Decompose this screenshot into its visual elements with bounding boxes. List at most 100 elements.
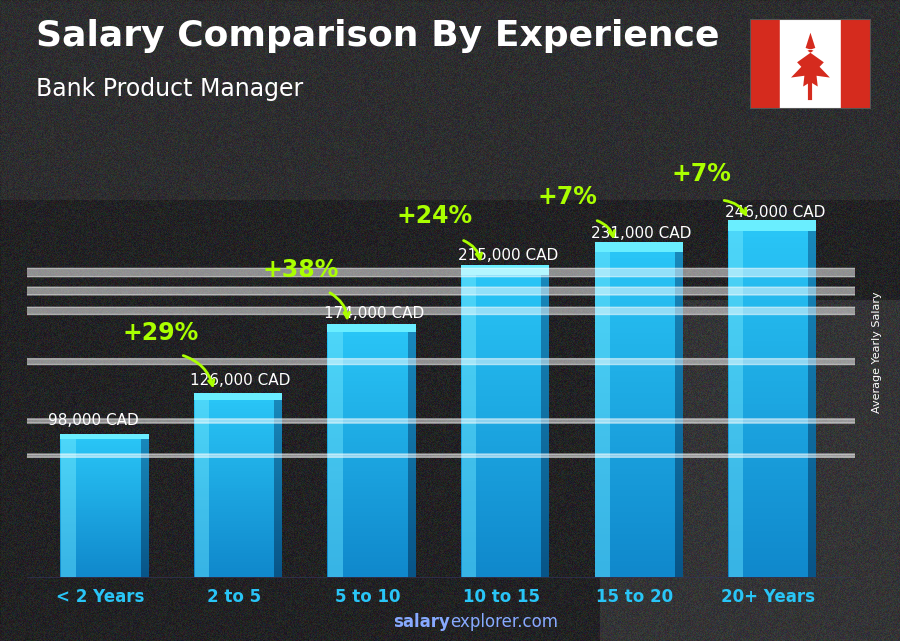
Bar [408, 332, 416, 337]
Circle shape [0, 269, 900, 277]
Bar [194, 488, 274, 491]
Bar [808, 335, 816, 340]
Bar [675, 371, 683, 377]
Bar [462, 426, 476, 431]
Bar [462, 365, 476, 370]
Bar [328, 365, 343, 369]
Bar [461, 320, 541, 325]
Bar [328, 349, 343, 353]
Bar [728, 537, 808, 542]
Bar [729, 294, 743, 300]
Bar [675, 539, 683, 544]
Bar [61, 533, 76, 536]
Bar [328, 528, 343, 532]
PathPatch shape [791, 33, 830, 87]
Bar [140, 552, 148, 554]
Bar [462, 481, 476, 487]
Bar [274, 488, 282, 491]
Bar [328, 512, 343, 516]
Bar [596, 360, 610, 366]
Text: salary: salary [393, 613, 450, 631]
Bar [808, 571, 816, 577]
Bar [541, 411, 549, 415]
Bar [61, 464, 76, 467]
Bar [274, 494, 282, 497]
Bar [140, 485, 148, 487]
Bar [61, 522, 76, 524]
Bar [462, 406, 476, 411]
Bar [729, 537, 743, 542]
Bar [595, 274, 675, 279]
Bar [728, 519, 808, 525]
Bar [194, 462, 274, 465]
Bar [140, 471, 148, 474]
Bar [808, 502, 816, 508]
Bar [808, 363, 816, 369]
Bar [729, 571, 743, 577]
Bar [808, 548, 816, 554]
Bar [462, 355, 476, 360]
Bar [140, 483, 148, 485]
Bar [140, 565, 148, 568]
Bar [328, 483, 408, 487]
Bar [61, 506, 76, 508]
Bar [328, 389, 408, 394]
Bar [808, 387, 816, 392]
Bar [140, 572, 148, 574]
Bar [61, 556, 76, 558]
Bar [194, 400, 209, 403]
Bar [461, 360, 541, 365]
Bar [328, 573, 408, 577]
Bar [675, 269, 683, 274]
Bar [61, 499, 76, 501]
Bar [595, 301, 675, 306]
Bar [61, 497, 76, 499]
Bar [808, 565, 816, 571]
Bar [328, 377, 408, 381]
Bar [328, 483, 343, 487]
Bar [675, 415, 683, 420]
Bar [274, 474, 282, 476]
Bar [274, 453, 282, 456]
Bar [328, 394, 408, 397]
Bar [728, 444, 808, 450]
Bar [61, 519, 76, 522]
Bar [61, 481, 76, 483]
Bar [541, 300, 549, 305]
Bar [462, 476, 476, 481]
Bar [675, 426, 683, 431]
Bar [194, 565, 209, 568]
Bar [61, 542, 76, 545]
Bar [61, 483, 76, 485]
Bar [61, 474, 76, 476]
Bar [462, 547, 476, 552]
Bar [461, 279, 541, 285]
Bar [595, 296, 675, 301]
Bar [596, 506, 610, 512]
Text: 98,000 CAD: 98,000 CAD [49, 413, 140, 428]
Bar [61, 568, 76, 570]
Bar [408, 459, 416, 463]
Bar [274, 568, 282, 571]
Bar [728, 398, 808, 404]
Bar [408, 479, 416, 483]
Bar [194, 456, 209, 459]
Bar [140, 474, 148, 476]
Bar [328, 361, 343, 365]
Bar [274, 500, 282, 503]
Bar [729, 369, 743, 375]
Bar [675, 387, 683, 393]
Bar [328, 381, 343, 385]
Bar [675, 463, 683, 469]
Bar [729, 565, 743, 571]
Bar [60, 497, 140, 499]
Bar [541, 385, 549, 390]
Bar [408, 573, 416, 577]
Bar [595, 360, 675, 366]
Bar [596, 415, 610, 420]
Bar [541, 274, 549, 279]
Bar [194, 423, 209, 426]
Bar [328, 430, 343, 434]
Bar [61, 529, 76, 531]
Bar [60, 503, 140, 506]
